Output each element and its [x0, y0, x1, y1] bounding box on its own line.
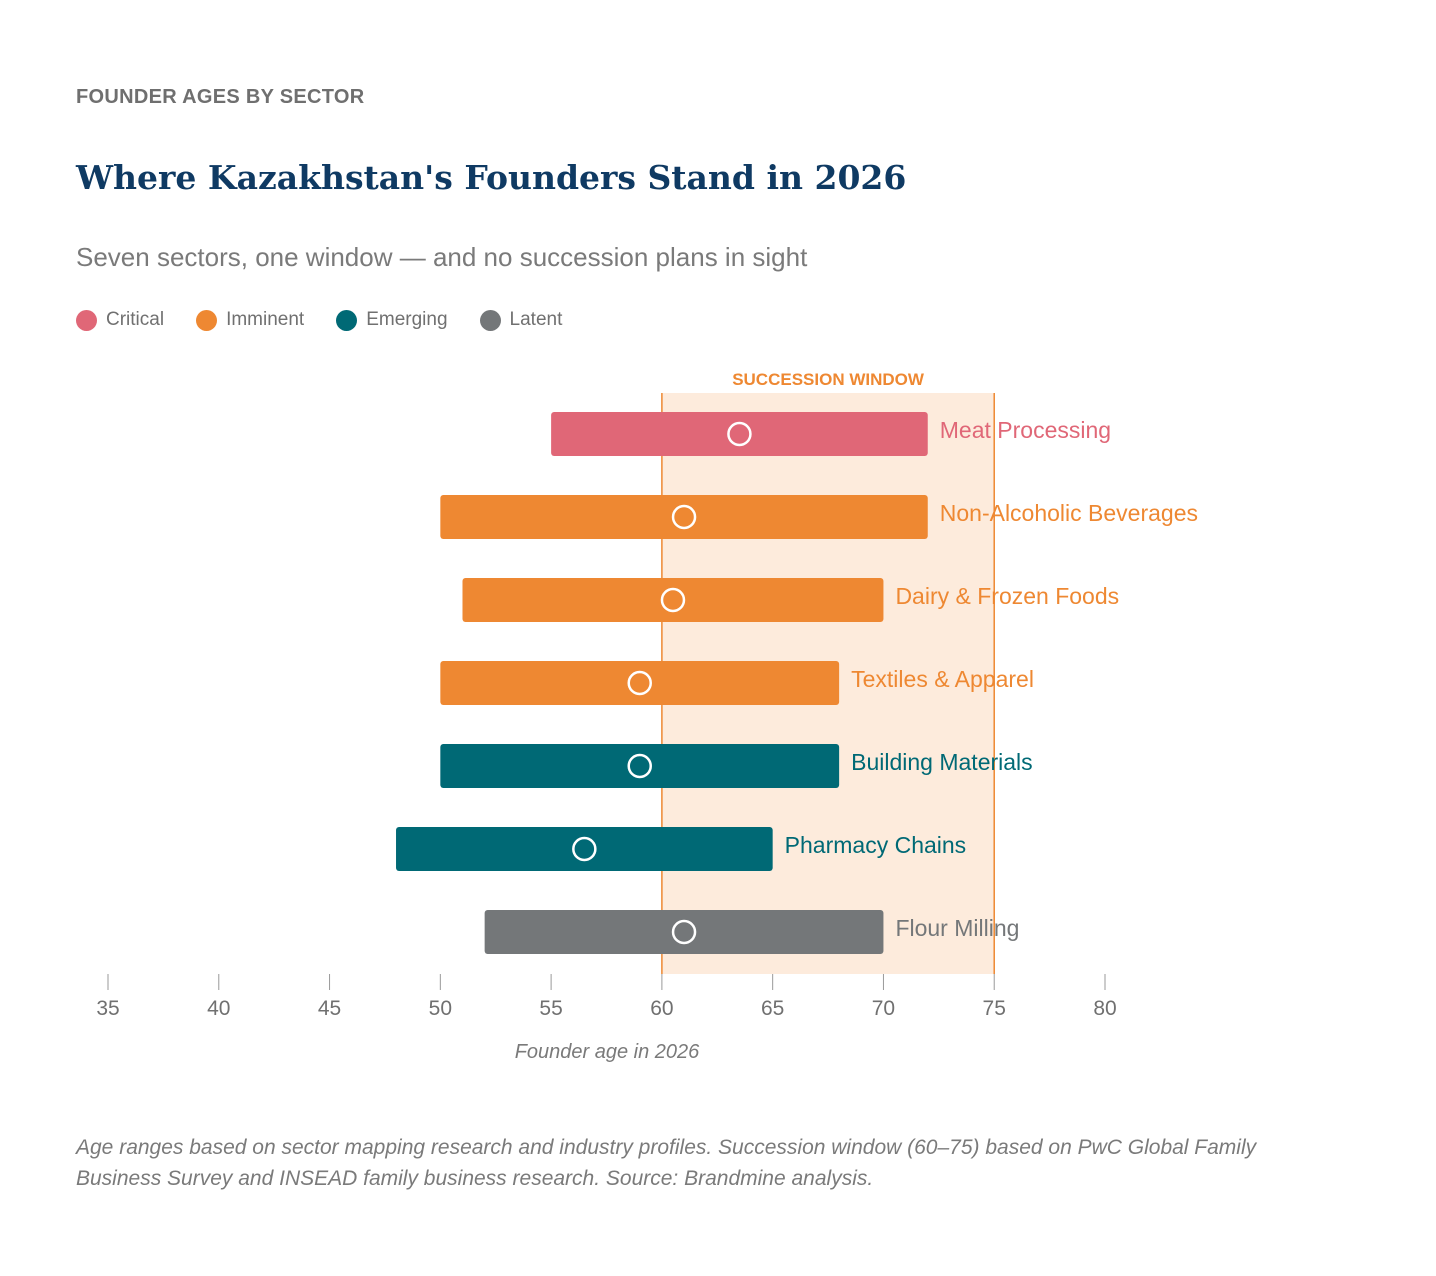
legend-label: Emerging — [366, 309, 448, 330]
marker-ring — [572, 836, 597, 862]
range-bar — [462, 578, 884, 622]
x-tick-label: 55 — [539, 997, 562, 1020]
legend-label: Imminent — [226, 309, 305, 330]
sector-label: Flour Milling — [895, 915, 1019, 941]
legend-label: Critical — [106, 309, 165, 330]
range-bar — [396, 827, 773, 871]
marker-ring — [671, 919, 697, 945]
range-chart: SUCCESSION WINDOW Meat Processing Non-Alco… — [96, 370, 1198, 1063]
sector-label: Textiles & Apparel — [851, 666, 1034, 692]
sector-label: Non-Alcoholic Beverages — [940, 500, 1198, 526]
x-tick-label: 60 — [650, 997, 673, 1020]
x-tick-label: 50 — [429, 997, 452, 1020]
legend-item-imminent: Imminent — [196, 309, 304, 331]
legend-dot-icon — [76, 309, 97, 331]
footnote: Age ranges based on sector mapping resea… — [76, 1136, 1257, 1190]
eyebrow: FOUNDER AGES BY SECTOR — [76, 86, 365, 108]
range-bar — [551, 412, 928, 456]
sector-label: Dairy & Frozen Foods — [895, 583, 1119, 609]
marker-ring — [671, 504, 697, 530]
chart-subtitle: Seven sectors, one window — and no succe… — [76, 242, 808, 272]
x-tick-label: 35 — [96, 997, 119, 1020]
legend-item-latent: Latent — [479, 309, 563, 331]
legend-item-critical: Critical — [76, 309, 164, 331]
sector-label: Meat Processing — [940, 417, 1111, 443]
x-tick-label: 75 — [983, 997, 1006, 1020]
legend-dot-icon — [336, 309, 358, 331]
range-bar — [484, 910, 884, 954]
x-tick-label: 80 — [1093, 997, 1116, 1020]
x-tick-label: 40 — [207, 997, 230, 1020]
x-tick-label: 45 — [318, 997, 341, 1020]
marker-ring — [727, 421, 752, 447]
range-bar — [440, 495, 928, 539]
legend-label: Latent — [509, 309, 563, 330]
marker-ring — [627, 670, 652, 696]
chart-title: Where Kazakhstan's Founders Stand in 202… — [76, 158, 907, 197]
legend-item-emerging: Emerging — [336, 309, 448, 331]
legend: Critical Imminent Emerging Latent — [76, 309, 562, 331]
succession-window-label: SUCCESSION WINDOW — [732, 370, 925, 389]
legend-dot-icon — [479, 309, 501, 331]
x-tick-label: 70 — [872, 997, 895, 1020]
range-bar — [440, 661, 840, 705]
legend-dot-icon — [196, 309, 218, 331]
sector-label: Building Materials — [851, 749, 1033, 775]
x-tick-label: 65 — [761, 997, 784, 1020]
x-axis-title: Founder age in 2026 — [515, 1041, 700, 1063]
marker-ring — [660, 587, 686, 613]
marker-ring — [627, 753, 652, 779]
range-bar — [440, 744, 840, 788]
sector-label: Pharmacy Chains — [785, 832, 967, 858]
